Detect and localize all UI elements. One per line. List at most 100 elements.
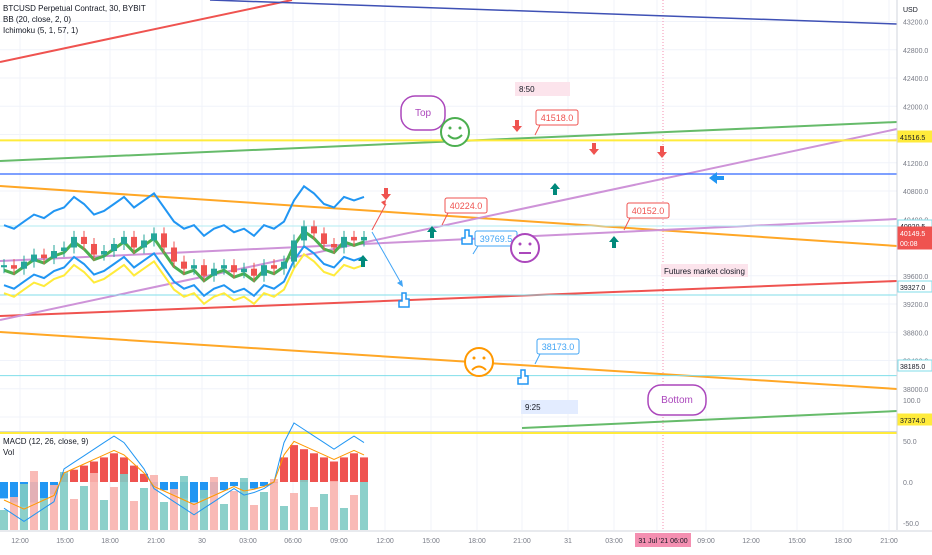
candle-body[interactable]	[101, 251, 107, 255]
time-axis-label: 12:00	[376, 538, 394, 545]
candle-body[interactable]	[121, 236, 127, 244]
bubble-top-shape[interactable]	[400, 95, 446, 131]
candle-body[interactable]	[111, 243, 117, 252]
candle-body[interactable]	[301, 226, 307, 241]
down-arrow-icon[interactable]	[589, 143, 599, 155]
callout-40152-label[interactable]: 40152.0	[632, 206, 665, 216]
time-axis-label: 12:00	[11, 538, 29, 545]
bb-upper-band	[3, 184, 365, 238]
candle-body[interactable]	[131, 236, 137, 248]
candle-body[interactable]	[21, 261, 27, 269]
volume-bar	[30, 471, 38, 530]
volume-bar	[330, 481, 338, 530]
macd-legend[interactable]: MACD (12, 26, close, 9)	[3, 437, 89, 446]
candle-body[interactable]	[331, 243, 337, 248]
candle-body[interactable]	[311, 226, 317, 234]
candle-body[interactable]	[81, 236, 87, 244]
down-arrow-icon[interactable]	[381, 188, 391, 200]
up-arrow-icon[interactable]	[427, 226, 437, 238]
candle-body[interactable]	[11, 265, 17, 269]
candle-body[interactable]	[171, 247, 177, 262]
candle-body[interactable]	[291, 240, 297, 262]
red-trendline-bottom[interactable]	[0, 280, 898, 317]
candle-body[interactable]	[41, 254, 47, 259]
candle-body[interactable]	[241, 268, 247, 273]
macd-hist-bar	[120, 457, 128, 482]
candle-body[interactable]	[321, 233, 327, 244]
pointing-hand-icon[interactable]	[398, 292, 410, 308]
price-label-bg	[897, 130, 932, 143]
candle-body[interactable]	[351, 236, 357, 241]
vol-legend[interactable]: Vol	[3, 448, 15, 457]
callout-40224-box[interactable]	[444, 197, 488, 214]
macd-hist-bar	[290, 445, 298, 482]
orange-trendline-lower[interactable]	[0, 331, 898, 390]
navy-trendline[interactable]	[209, 0, 898, 25]
candle-body[interactable]	[141, 240, 147, 248]
volume-bar	[240, 478, 248, 530]
pointing-hand-icon[interactable]	[517, 369, 529, 385]
macd-hist-bar	[260, 482, 268, 487]
macd-legend-block[interactable]: MACD (12, 26, close, 9) Vol	[3, 436, 88, 458]
smiley-happy-icon[interactable]	[440, 117, 470, 147]
volume-bar	[140, 488, 148, 530]
price-axis-label: 39600.0	[903, 274, 928, 281]
pointing-hand-icon[interactable]	[461, 229, 473, 245]
candle-body[interactable]	[181, 261, 187, 269]
projection-down-head	[397, 280, 403, 287]
bubble-bottom-label[interactable]: Bottom	[661, 395, 693, 406]
bubble-bottom-shape[interactable]	[647, 384, 707, 416]
smiley-neutral-icon[interactable]	[510, 233, 540, 263]
candle-body[interactable]	[161, 233, 167, 248]
ichimoku-legend[interactable]: Ichimoku (5, 1, 57, 1)	[3, 26, 79, 35]
callout-41518-box[interactable]	[535, 109, 579, 126]
candle-body[interactable]	[61, 247, 67, 252]
callout-40152-box[interactable]	[626, 202, 670, 219]
candle-body[interactable]	[221, 265, 227, 269]
candle-body[interactable]	[231, 265, 237, 273]
projection-up-line[interactable]	[371, 203, 387, 231]
candle-body[interactable]	[91, 243, 97, 255]
candle-body[interactable]	[261, 265, 267, 276]
candle-body[interactable]	[271, 265, 277, 269]
macd-hist-bar	[250, 482, 258, 489]
up-arrow-icon[interactable]	[358, 255, 368, 267]
callout-41518-label[interactable]: 41518.0	[541, 113, 574, 123]
macd-hist-bar	[160, 482, 168, 491]
candle-body[interactable]	[1, 265, 7, 268]
down-arrow-icon[interactable]	[657, 146, 667, 158]
red-trendline-top[interactable]	[0, 0, 293, 63]
candle-body[interactable]	[341, 236, 347, 248]
left-arrow-icon[interactable]	[709, 172, 724, 184]
time-axis-label: 03:00	[605, 538, 623, 545]
green-trendline-lower[interactable]	[521, 410, 898, 429]
bubble-top-label[interactable]: Top	[415, 108, 432, 119]
down-arrow-icon[interactable]	[512, 120, 522, 132]
up-arrow-icon[interactable]	[550, 183, 560, 195]
smiley-sad-icon[interactable]	[464, 347, 494, 377]
symbol-legend[interactable]: BTCUSD Perpetual Contract, 30, BYBIT BB …	[3, 3, 146, 36]
time-note-925: 9:25	[525, 403, 541, 412]
candle-body[interactable]	[281, 261, 287, 269]
bb-legend[interactable]: BB (20, close, 2, 0)	[3, 15, 72, 24]
candle-body[interactable]	[361, 236, 367, 241]
candle-body[interactable]	[151, 233, 157, 241]
callout-38173-label[interactable]: 38173.0	[542, 342, 575, 352]
candle-body[interactable]	[31, 254, 37, 262]
callout-38173-box[interactable]	[536, 338, 580, 355]
candle-body[interactable]	[51, 251, 57, 259]
up-arrow-icon[interactable]	[609, 236, 619, 248]
projection-down-line[interactable]	[371, 231, 402, 284]
callout-39769-label[interactable]: 39769.5	[480, 234, 513, 244]
candle-body[interactable]	[71, 236, 77, 248]
candle-body[interactable]	[191, 265, 197, 269]
smiley-neutral-icon-eye-left	[518, 242, 522, 246]
candle-body[interactable]	[251, 268, 257, 276]
callout-40224-label[interactable]: 40224.0	[450, 201, 483, 211]
candle-body[interactable]	[211, 268, 217, 276]
price-label-text: 39327.0	[900, 285, 925, 292]
purple-trendline-upper[interactable]	[0, 128, 898, 321]
candle-body[interactable]	[201, 265, 207, 276]
